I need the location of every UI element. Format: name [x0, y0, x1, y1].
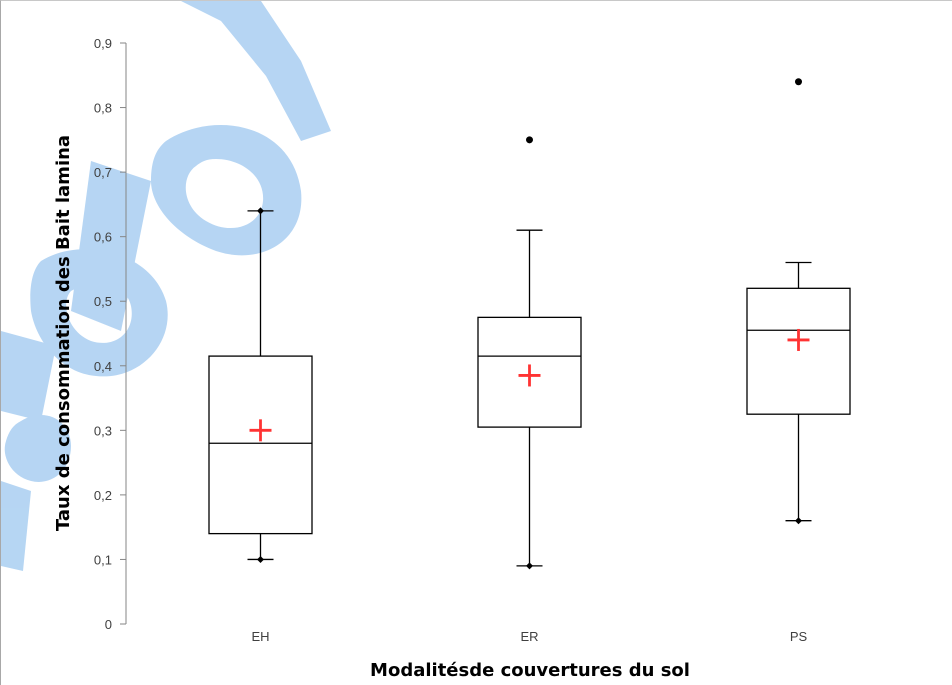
iqr-box [746, 287, 851, 415]
y-tick-label: 0,1 [94, 552, 112, 567]
x-axis-title: Modalitésde couvertures du sol [370, 660, 690, 681]
x-tick-label: PS [790, 629, 808, 644]
y-tick-label: 0,4 [94, 359, 112, 374]
y-tick-label: 0,9 [94, 36, 112, 51]
outlier-point [795, 78, 802, 86]
outlier-point [526, 136, 533, 144]
y-tick-label: 0,2 [94, 488, 112, 503]
boxes [208, 78, 851, 570]
y-tick-label: 0,7 [94, 165, 112, 180]
y-tick-label: 0 [105, 617, 112, 632]
y-tick-label: 0,6 [94, 230, 112, 245]
y-tick-label: 0,8 [94, 101, 112, 116]
x-tick-label: EH [251, 629, 269, 644]
box-eh [208, 207, 313, 563]
box-er [477, 136, 582, 570]
min-marker [795, 517, 802, 525]
min-marker [257, 555, 264, 563]
min-marker [526, 562, 533, 570]
y-tick-label: 0,5 [94, 294, 112, 309]
box-ps [746, 78, 851, 525]
x-tick-label: ER [520, 629, 538, 644]
max-marker [257, 207, 264, 215]
y-axis-title: Taux de consommation des Bait lamina [53, 135, 74, 531]
axes: 0 0,1 0,2 0,3 0,4 0,5 0,6 0,7 0,8 0,9 EH ER PS [94, 36, 808, 644]
y-tick-label: 0,3 [94, 423, 112, 438]
iqr-box [208, 355, 313, 535]
